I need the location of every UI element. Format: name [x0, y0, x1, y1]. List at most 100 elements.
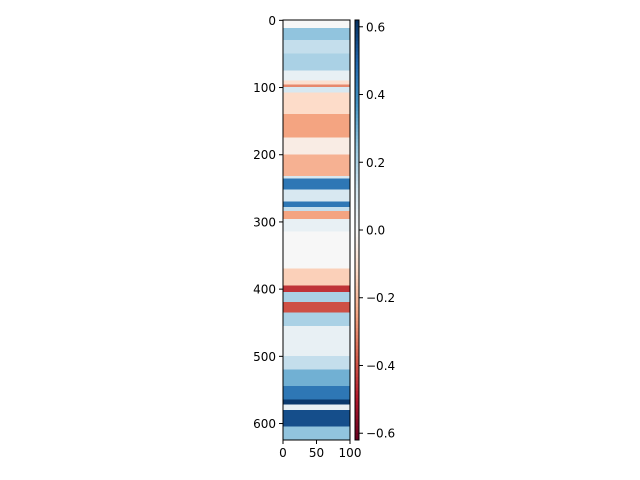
colorbar-segment-73	[355, 275, 359, 280]
colorbar-segment-15	[355, 72, 359, 77]
colorbar-segment-101	[355, 373, 359, 378]
colorbar-segment-53	[355, 205, 359, 210]
y-tick-label-0: 0	[268, 14, 276, 28]
colorbar-segment-106	[355, 391, 359, 395]
colorbar-segment-96	[355, 356, 359, 360]
x-tick-label-2: 100	[339, 446, 362, 460]
colorbar-segment-91	[355, 338, 359, 343]
heatmap-band-6	[283, 84, 350, 88]
colorbar-segment-11	[355, 58, 359, 63]
colorbar-segment-4	[355, 34, 359, 38]
colorbar-segment-27	[355, 114, 359, 119]
heatmap-band-12	[283, 175, 350, 179]
colorbar-segment-40	[355, 160, 359, 164]
colorbar-tick-label-6: −0.6	[366, 427, 395, 441]
heatmap-band-24	[283, 312, 350, 326]
colorbar-segment-26	[355, 111, 359, 115]
colorbar-segment-70	[355, 265, 359, 269]
colorbar-segment-75	[355, 282, 359, 287]
colorbar-segment-42	[355, 167, 359, 171]
colorbar-segment-98	[355, 363, 359, 367]
colorbar-segment-56	[355, 216, 359, 220]
heatmap-band-18	[283, 218, 350, 232]
colorbar-segment-39	[355, 156, 359, 161]
y-tick-label-6: 600	[253, 417, 276, 431]
colorbar-segment-110	[355, 405, 359, 409]
colorbar-segment-34	[355, 139, 359, 143]
colorbar: 0.6 0.4 0.2 0.0 −0.2 −0.4 −0.6	[354, 19, 395, 441]
colorbar-tick-label-1: 0.4	[366, 88, 385, 102]
colorbar-segment-72	[355, 272, 359, 276]
heatmap-band-32	[283, 409, 350, 427]
colorbar-segment-23	[355, 100, 359, 105]
colorbar-segment-21	[355, 93, 359, 98]
y-tick-label-5: 500	[253, 350, 276, 364]
colorbar-segment-16	[355, 76, 359, 80]
colorbar-segment-78	[355, 293, 359, 297]
colorbar-segment-47	[355, 184, 359, 189]
colorbar-segment-37	[355, 149, 359, 154]
colorbar-segment-116	[355, 426, 359, 430]
colorbar-segment-104	[355, 384, 359, 388]
colorbar-segment-119	[355, 436, 359, 441]
colorbar-segment-92	[355, 342, 359, 346]
colorbar-segment-112	[355, 412, 359, 416]
heatmap-bands	[283, 20, 350, 440]
colorbar-segment-89	[355, 331, 359, 336]
colorbar-segment-51	[355, 198, 359, 203]
colorbar-segment-8	[355, 48, 359, 52]
heatmap-band-22	[283, 292, 350, 303]
heatmap-band-25	[283, 325, 350, 340]
colorbar-segment-10	[355, 55, 359, 59]
colorbar-tick-label-4: −0.2	[366, 291, 395, 305]
colorbar-segment-52	[355, 202, 359, 206]
heatmap-band-1	[283, 28, 350, 41]
colorbar-segment-117	[355, 429, 359, 434]
heatmap-band-31	[283, 404, 350, 410]
colorbar-segment-44	[355, 174, 359, 178]
colorbar-segment-85	[355, 317, 359, 322]
colorbar-segment-22	[355, 97, 359, 101]
colorbar-segment-60	[355, 230, 359, 234]
colorbar-segment-88	[355, 328, 359, 332]
colorbar-segment-115	[355, 422, 359, 427]
colorbar-segment-1	[355, 23, 359, 28]
colorbar-segment-33	[355, 135, 359, 140]
heatmap-band-9	[283, 114, 350, 138]
colorbar-segment-90	[355, 335, 359, 339]
colorbar-segment-113	[355, 415, 359, 420]
colorbar-segment-20	[355, 90, 359, 94]
colorbar-segment-114	[355, 419, 359, 423]
heatmap-band-3	[283, 53, 350, 71]
colorbar-segment-5	[355, 37, 359, 42]
x-tick-label-1: 50	[309, 446, 324, 460]
colorbar-segment-76	[355, 286, 359, 290]
heatmap-band-29	[283, 386, 350, 400]
colorbar-segment-28	[355, 118, 359, 122]
colorbar-segment-36	[355, 146, 359, 150]
heatmap-band-21	[283, 285, 350, 293]
colorbar-tick-label-2: 0.2	[366, 156, 385, 170]
colorbar-segment-3	[355, 30, 359, 35]
colorbar-segment-19	[355, 86, 359, 91]
heatmap-band-7	[283, 87, 350, 93]
x-tick-label-0: 0	[279, 446, 287, 460]
colorbar-segment-65	[355, 247, 359, 252]
heatmap-band-17	[283, 210, 350, 219]
heatmap-band-28	[283, 369, 350, 387]
y-axis: 0 100 200 300 400 500 600	[253, 14, 283, 431]
heatmap-band-16	[283, 206, 350, 211]
heatmap-band-2	[283, 40, 350, 54]
colorbar-segment-59	[355, 226, 359, 231]
colorbar-segment-102	[355, 377, 359, 381]
colorbar-segment-82	[355, 307, 359, 311]
colorbar-segment-48	[355, 188, 359, 192]
colorbar-segment-63	[355, 240, 359, 245]
heatmap-band-33	[283, 426, 350, 440]
y-tick-label-3: 300	[253, 215, 276, 229]
colorbar-segment-107	[355, 394, 359, 399]
colorbar-segment-83	[355, 310, 359, 315]
colorbar-segment-94	[355, 349, 359, 353]
heatmap-band-19	[283, 231, 350, 269]
